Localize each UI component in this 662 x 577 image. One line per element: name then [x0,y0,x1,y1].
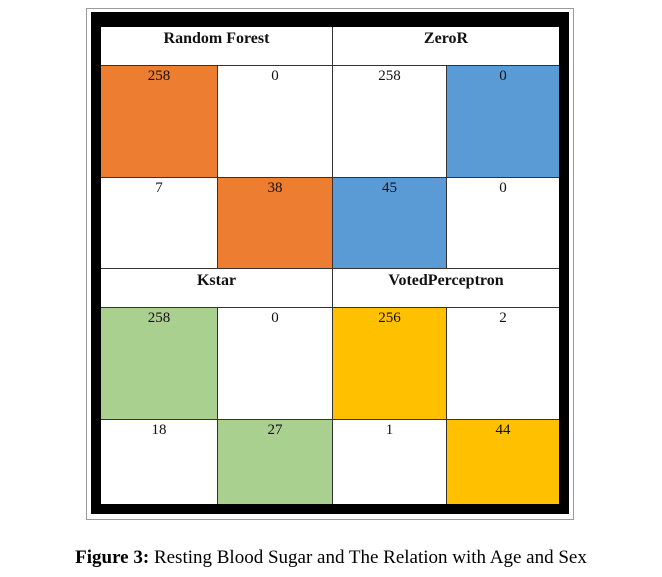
kstar-cell-bl: 18 [101,420,218,504]
matrix-title-voted-perceptron: VotedPerceptron [333,269,559,308]
figure-caption-text: Resting Blood Sugar and The Relation wit… [149,547,587,568]
zeror-cell-bl: 45 [333,178,447,269]
matrix-title-random-forest: Random Forest [101,27,333,66]
kstar-cell-tr: 0 [218,308,333,420]
kstar-cell-br: 27 [218,420,333,504]
confusion-matrix-figure: Random Forest ZeroR 258 0 258 0 7 38 45 … [91,12,569,514]
rf-cell-tl: 258 [101,66,218,178]
zeror-cell-br: 0 [447,178,559,269]
zeror-cell-tr: 0 [447,66,559,178]
rf-cell-bl: 7 [101,178,218,269]
vp-cell-tl: 256 [333,308,447,420]
confusion-matrix-grid: Random Forest ZeroR 258 0 258 0 7 38 45 … [101,27,559,504]
matrix-title-zeror: ZeroR [333,27,559,66]
rf-cell-br: 38 [218,178,333,269]
figure-caption-label: Figure 3: [75,547,150,568]
figure-caption: Figure 3: Resting Blood Sugar and The Re… [0,547,662,569]
vp-cell-bl: 1 [333,420,447,504]
kstar-cell-tl: 258 [101,308,218,420]
rf-cell-tr: 0 [218,66,333,178]
zeror-cell-tl: 258 [333,66,447,178]
matrix-title-kstar: Kstar [101,269,333,308]
vp-cell-br: 44 [447,420,559,504]
vp-cell-tr: 2 [447,308,559,420]
